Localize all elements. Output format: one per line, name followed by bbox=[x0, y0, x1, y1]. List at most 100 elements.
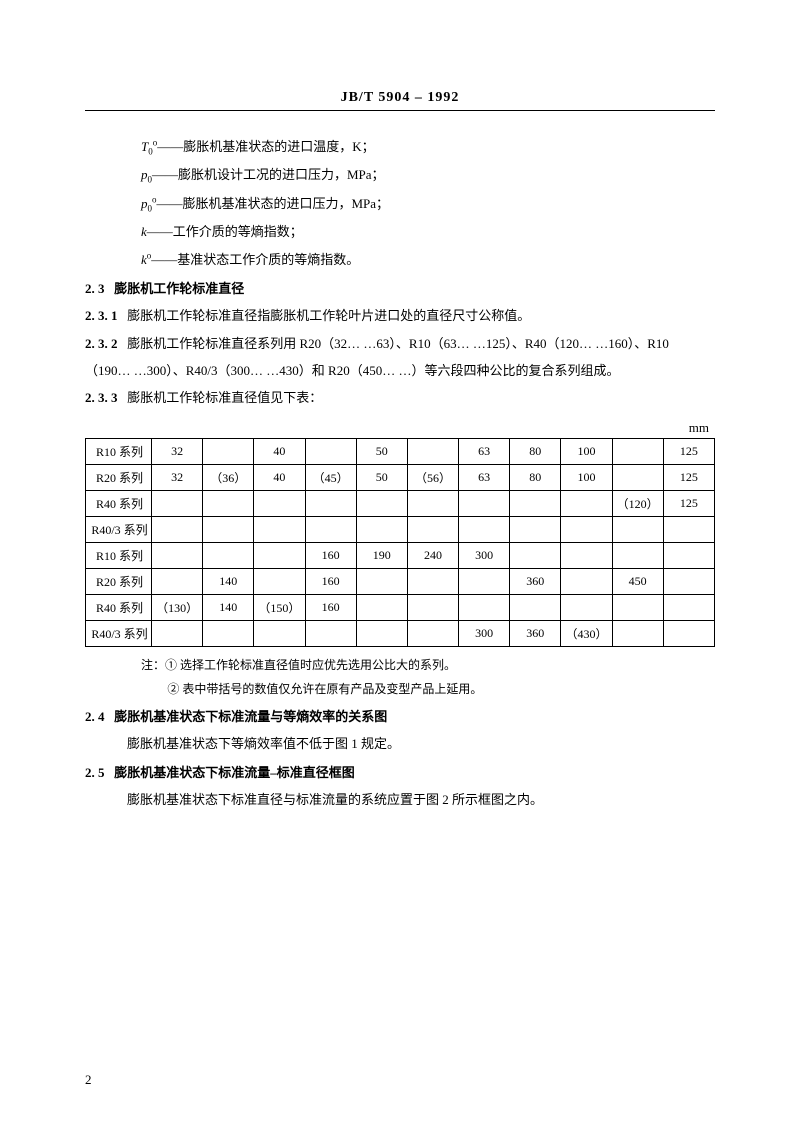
row-label: R40 系列 bbox=[86, 594, 152, 620]
table-cell bbox=[254, 542, 305, 568]
table-cell bbox=[663, 542, 714, 568]
table-cell bbox=[561, 568, 612, 594]
definition-item: p0——膨胀机设计工况的进口压力，MPa； bbox=[141, 161, 715, 189]
note-1-text: ① 选择工作轮标准直径值时应优先选用公比大的系列。 bbox=[165, 658, 456, 672]
table-cell bbox=[356, 516, 407, 542]
table-row: R40/3 系列300360（430） bbox=[86, 620, 715, 646]
table-cell bbox=[203, 490, 254, 516]
table-cell bbox=[254, 490, 305, 516]
row-label: R40/3 系列 bbox=[86, 516, 152, 542]
definition-item: k——工作介质的等熵指数； bbox=[141, 218, 715, 245]
table-cell: 160 bbox=[305, 542, 356, 568]
table-cell bbox=[612, 464, 663, 490]
table-cell bbox=[254, 568, 305, 594]
table-cell: 360 bbox=[510, 620, 561, 646]
table-cell: 100 bbox=[561, 464, 612, 490]
title-2-3: 膨胀机工作轮标准直径 bbox=[114, 281, 244, 296]
table-cell: 125 bbox=[663, 464, 714, 490]
table-cell: （45） bbox=[305, 464, 356, 490]
table-row: R40/3 系列 bbox=[86, 516, 715, 542]
table-cell bbox=[356, 490, 407, 516]
num-2-3-3: 2. 3. 3 bbox=[85, 390, 118, 405]
table-cell bbox=[612, 620, 663, 646]
table-cell: （150） bbox=[254, 594, 305, 620]
table-cell: 300 bbox=[459, 542, 510, 568]
table-cell: 160 bbox=[305, 594, 356, 620]
table-cell: 125 bbox=[663, 438, 714, 464]
table-cell: （56） bbox=[407, 464, 458, 490]
row-label: R20 系列 bbox=[86, 464, 152, 490]
table-cell: 50 bbox=[356, 464, 407, 490]
table-cell: 63 bbox=[459, 438, 510, 464]
table-cell: 160 bbox=[305, 568, 356, 594]
table-row: R40 系列（130）140（150）160 bbox=[86, 594, 715, 620]
body-2-4: 膨胀机基准状态下等熵效率值不低于图 1 规定。 bbox=[85, 730, 715, 757]
table-cell bbox=[152, 568, 203, 594]
table-row: R10 系列3240506380100125 bbox=[86, 438, 715, 464]
table-cell bbox=[152, 490, 203, 516]
table-cell: 80 bbox=[510, 464, 561, 490]
para-2-3-2-l2: （190… …300）、R40/3（300… …430）和 R20（450… …… bbox=[85, 357, 715, 384]
body-2-5: 膨胀机基准状态下标准直径与标准流量的系统应置于图 2 所示框图之内。 bbox=[85, 786, 715, 813]
table-cell bbox=[203, 516, 254, 542]
table-cell: （120） bbox=[612, 490, 663, 516]
table-cell bbox=[459, 490, 510, 516]
title-2-5: 膨胀机基准状态下标准流量–标准直径框图 bbox=[114, 765, 355, 780]
table-cell bbox=[459, 594, 510, 620]
num-2-3: 2. 3 bbox=[85, 281, 105, 296]
definition-item: p0o——膨胀机基准状态的进口压力，MPa； bbox=[141, 190, 715, 218]
table-cell: 450 bbox=[612, 568, 663, 594]
title-2-4: 膨胀机基准状态下标准流量与等熵效率的关系图 bbox=[114, 709, 387, 724]
notes-block: 注：① 选择工作轮标准直径值时应优先选用公比大的系列。 ② 表中带括号的数值仅允… bbox=[85, 653, 715, 701]
table-cell bbox=[510, 490, 561, 516]
table-cell bbox=[203, 542, 254, 568]
row-label: R40/3 系列 bbox=[86, 620, 152, 646]
num-2-5: 2. 5 bbox=[85, 765, 105, 780]
para-2-3-2-l1: 2. 3. 2 膨胀机工作轮标准直径系列用 R20（32… …63）、R10（6… bbox=[85, 330, 715, 357]
table-cell bbox=[152, 620, 203, 646]
table-row: R40 系列（120）125 bbox=[86, 490, 715, 516]
table-unit: mm bbox=[85, 420, 715, 436]
table-cell bbox=[561, 594, 612, 620]
page-number: 2 bbox=[85, 1072, 92, 1088]
para-2-3-3: 2. 3. 3 膨胀机工作轮标准直径值见下表： bbox=[85, 384, 715, 411]
table-cell bbox=[612, 594, 663, 620]
table-cell bbox=[561, 542, 612, 568]
table-cell: 50 bbox=[356, 438, 407, 464]
table-cell bbox=[407, 568, 458, 594]
num-2-4: 2. 4 bbox=[85, 709, 105, 724]
table-cell: 40 bbox=[254, 438, 305, 464]
table-cell bbox=[356, 568, 407, 594]
text-2-3-2-l1: 膨胀机工作轮标准直径系列用 R20（32… …63）、R10（63… …125）… bbox=[127, 336, 669, 351]
table-cell: 190 bbox=[356, 542, 407, 568]
table-cell bbox=[305, 620, 356, 646]
table-cell bbox=[254, 620, 305, 646]
doc-header: JB/T 5904 – 1992 bbox=[85, 90, 715, 111]
table-cell bbox=[407, 438, 458, 464]
table-cell bbox=[356, 620, 407, 646]
table-cell bbox=[203, 438, 254, 464]
table-cell bbox=[305, 516, 356, 542]
table-cell bbox=[407, 594, 458, 620]
table-cell bbox=[510, 594, 561, 620]
text-2-3-1: 膨胀机工作轮标准直径指膨胀机工作轮叶片进口处的直径尺寸公称值。 bbox=[127, 308, 530, 323]
table-row: R20 系列140160360450 bbox=[86, 568, 715, 594]
row-label: R10 系列 bbox=[86, 542, 152, 568]
row-label: R10 系列 bbox=[86, 438, 152, 464]
table-cell: 140 bbox=[203, 568, 254, 594]
note-1: 注：① 选择工作轮标准直径值时应优先选用公比大的系列。 bbox=[141, 653, 715, 677]
text-2-3-3: 膨胀机工作轮标准直径值见下表： bbox=[127, 390, 322, 405]
row-label: R40 系列 bbox=[86, 490, 152, 516]
table-cell: 100 bbox=[561, 438, 612, 464]
table-cell bbox=[407, 490, 458, 516]
num-2-3-2: 2. 3. 2 bbox=[85, 336, 118, 351]
table-cell bbox=[663, 620, 714, 646]
table-cell: 240 bbox=[407, 542, 458, 568]
table-cell bbox=[305, 438, 356, 464]
table-cell bbox=[356, 594, 407, 620]
table-cell: 140 bbox=[203, 594, 254, 620]
table-cell bbox=[663, 594, 714, 620]
table-cell: 32 bbox=[152, 464, 203, 490]
table-cell bbox=[561, 490, 612, 516]
heading-2-4: 2. 4 膨胀机基准状态下标准流量与等熵效率的关系图 bbox=[85, 703, 715, 730]
